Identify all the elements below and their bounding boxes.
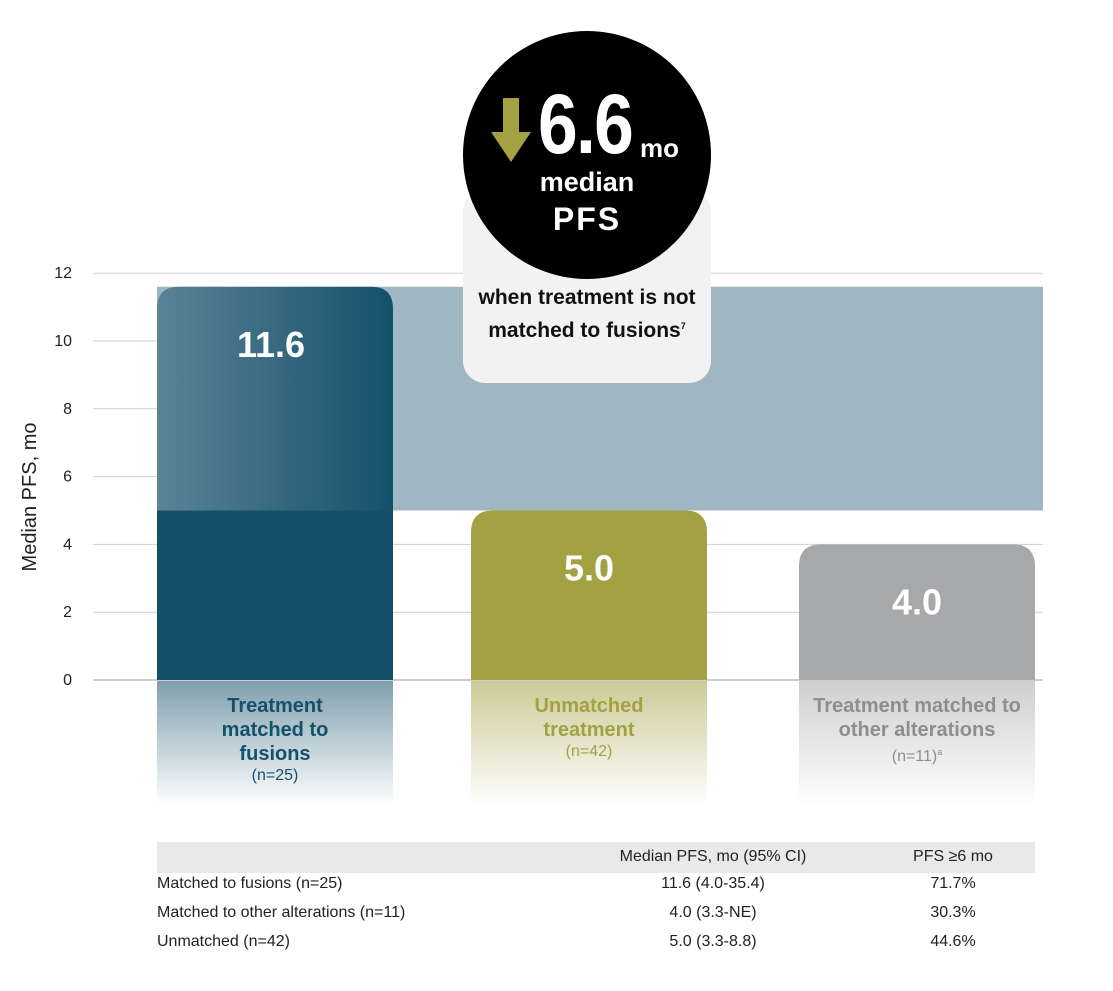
category-n: (n=11)a xyxy=(891,747,943,765)
bar-lower-segment xyxy=(157,510,393,680)
table-cell: Unmatched (n=42) xyxy=(157,933,290,950)
table-cell: 5.0 (3.3-8.8) xyxy=(669,933,757,950)
callout-reference: 7 xyxy=(680,321,686,331)
table-cell: 71.7% xyxy=(930,875,976,892)
category-name: Unmatched treatment xyxy=(534,695,644,741)
category-n: (n=25) xyxy=(251,767,299,784)
category-n: (n=42) xyxy=(565,743,613,760)
y-tick-label: 12 xyxy=(54,265,72,282)
callout-unit: mo xyxy=(640,133,679,163)
bar xyxy=(471,510,707,680)
callout-value: 6.6 xyxy=(538,77,634,171)
bar-value-label: 11.6 xyxy=(237,324,305,365)
callout-pfs-word: PFS xyxy=(552,201,622,237)
table-cell: 4.0 (3.3-NE) xyxy=(669,904,757,921)
callout-median-word: median xyxy=(539,167,635,197)
category-name: Treatment matched to fusions xyxy=(221,695,329,765)
bar-value-label: 4.0 xyxy=(892,581,942,622)
bar xyxy=(799,544,1035,680)
table-cell: Matched to other alterations (n=11) xyxy=(157,904,406,921)
label-shade-fade xyxy=(471,681,707,806)
y-tick-label: 4 xyxy=(63,536,72,553)
table-cell: 30.3% xyxy=(930,904,976,921)
callout-circle xyxy=(463,31,711,279)
y-axis-label: Median PFS, mo xyxy=(19,423,41,572)
table-row: Unmatched (n=42) 5.0 (3.3-8.8) 44.6% xyxy=(157,931,1035,960)
label-shade-fade xyxy=(157,681,393,806)
table-cell: Matched to fusions (n=25) xyxy=(157,875,343,892)
y-tick-label: 8 xyxy=(63,401,72,418)
table-row: Matched to other alterations (n=11) 4.0 … xyxy=(157,902,1035,931)
label-shade-fade xyxy=(799,681,1035,806)
callout-text: when treatment is not matched to fusions… xyxy=(478,286,696,342)
down-arrow-icon xyxy=(491,98,531,162)
y-tick-label: 2 xyxy=(63,604,72,621)
pfs-table: Median PFS, mo (95% CI) PFS ≥6 mo Matche… xyxy=(157,842,1035,960)
table-header: Median PFS, mo (95% CI) PFS ≥6 mo xyxy=(157,842,1035,873)
category-label: Treatment matched to fusions (n=25) xyxy=(157,694,393,786)
table-row: Matched to fusions (n=25) 11.6 (4.0-35.4… xyxy=(157,873,1035,902)
y-tick-label: 6 xyxy=(63,469,72,486)
footnote-marker: a xyxy=(937,747,943,757)
category-label: Treatment matched to other alterations (n… xyxy=(799,694,1035,767)
y-tick-label: 10 xyxy=(54,333,72,350)
y-tick-label: 0 xyxy=(63,672,72,689)
table-header-cell: Median PFS, mo (95% CI) xyxy=(619,848,807,865)
table-cell: 44.6% xyxy=(930,933,976,950)
pfs-bar-chart: 0 2 4 6 8 10 12 Median PFS, mo 11.6 5.0 4.0 xyxy=(19,265,1043,806)
category-label: Unmatched treatment (n=42) xyxy=(471,694,707,762)
table-cell: 11.6 (4.0-35.4) xyxy=(661,875,765,892)
bar-value-label: 5.0 xyxy=(564,548,614,589)
bar-upper-segment xyxy=(157,286,393,511)
category-name: Treatment matched to other alterations xyxy=(813,695,1021,741)
table-header-cell: PFS ≥6 mo xyxy=(913,848,993,865)
